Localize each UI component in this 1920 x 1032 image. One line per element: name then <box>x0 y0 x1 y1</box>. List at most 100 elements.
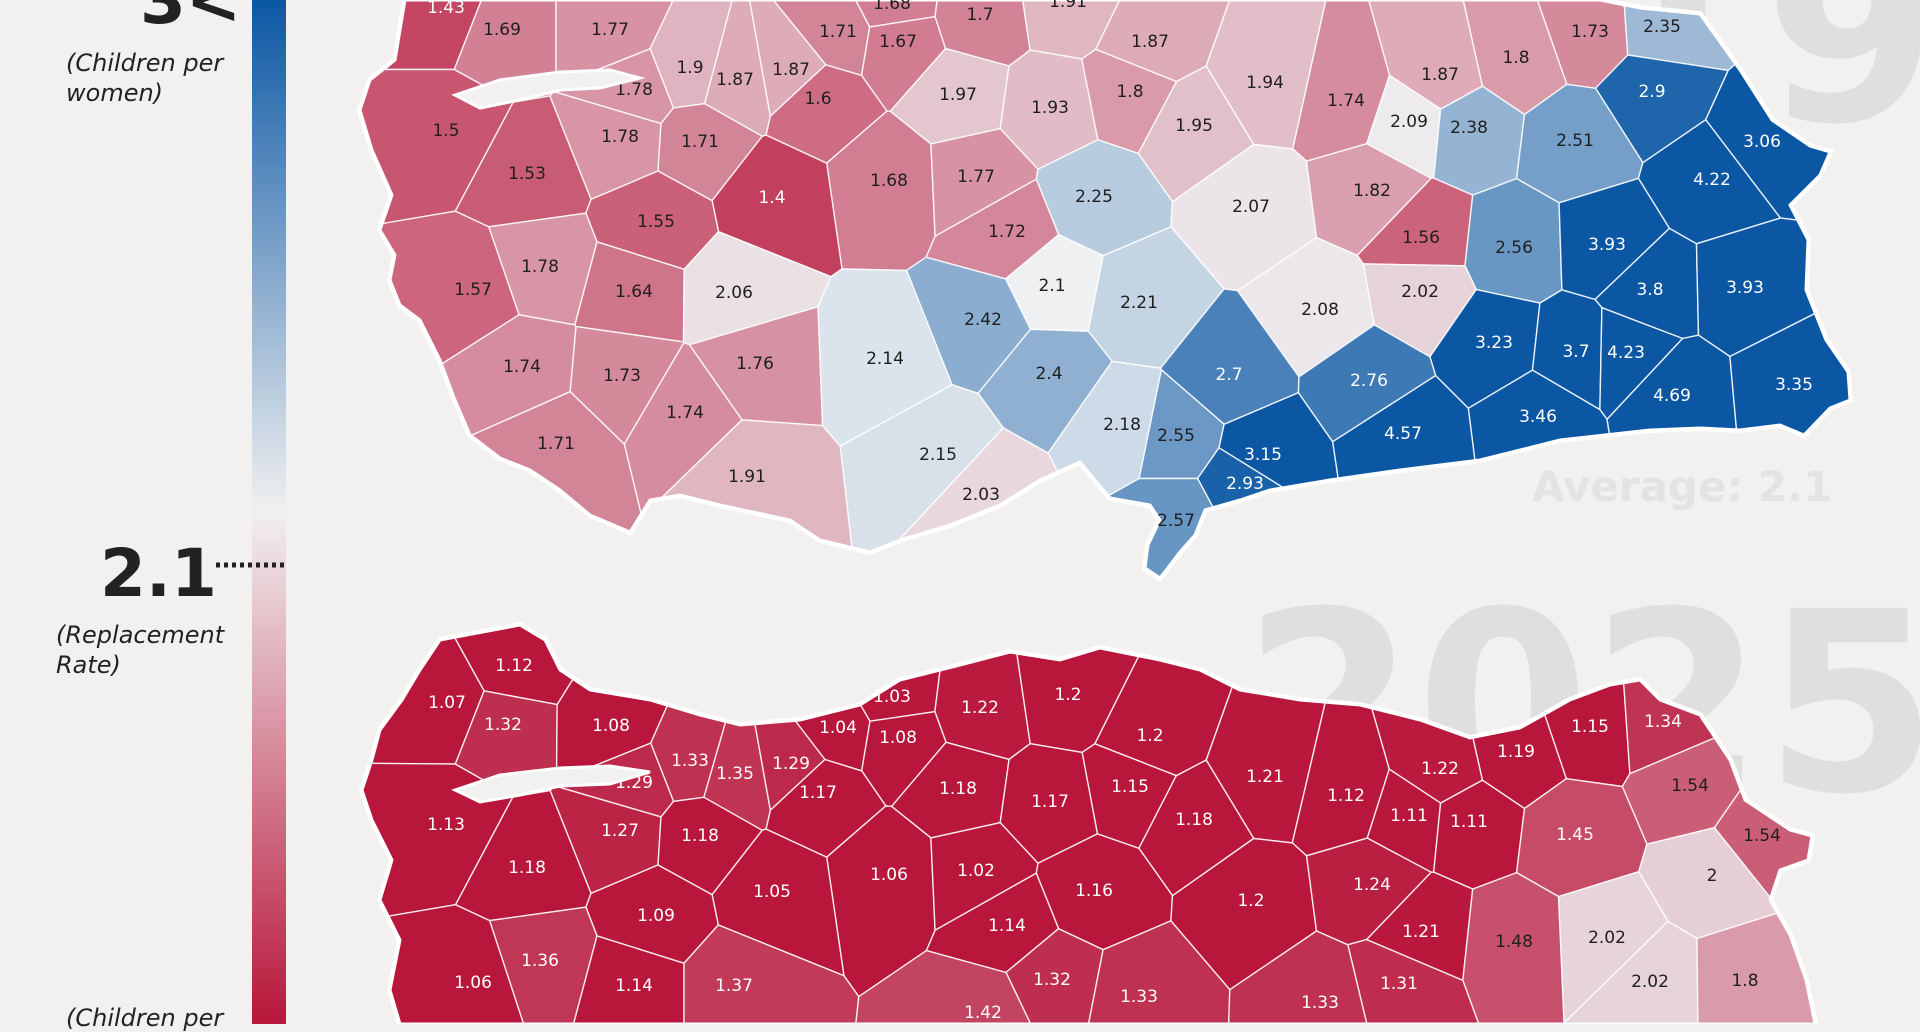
legend-color-bar <box>252 0 286 1024</box>
map-2025-province-value-label: 1.06 <box>454 973 492 993</box>
map-2025-province-value-label: 1.07 <box>428 693 466 713</box>
map-2025-province-value-label: 1.22 <box>961 698 999 718</box>
map-2025-province-value-label: 1.45 <box>1556 825 1594 845</box>
map-2019-province-value-label: 4.57 <box>1384 424 1422 444</box>
map-2025-province-value-label: 1.17 <box>1031 792 1069 812</box>
map-2025-province-value-label: 1.54 <box>1743 826 1781 846</box>
map-2025-province-value-label: 1.18 <box>939 779 977 799</box>
map-2025-province-value-label: 1.32 <box>484 715 522 735</box>
map-2019-province-value-label: 1.73 <box>1571 22 1609 42</box>
map-2025-province-cell <box>1346 938 1486 1024</box>
map-2019-province-value-label: 1.68 <box>870 171 908 191</box>
map-2025-province-value-label: 1.37 <box>715 976 753 996</box>
map-2025-province-value-label: 1.15 <box>1571 717 1609 737</box>
map-2019-province-value-label: 1.7 <box>966 5 993 25</box>
map-2019-province-value-label: 2.7 <box>1215 365 1242 385</box>
map-2019-province-value-label: 2.38 <box>1450 118 1488 138</box>
map-2019-province-value-label: 2.21 <box>1120 293 1158 313</box>
map-2025-province-value-label: 1.48 <box>1495 932 1533 952</box>
map-2019-province-value-label: 1.5 <box>432 121 459 141</box>
legend-replacement-value: 2.1 <box>100 535 217 612</box>
map-2025-province-value-label: 2.02 <box>1588 928 1626 948</box>
map-2025-province-value-label: 1.42 <box>964 1003 1002 1023</box>
map-2025-province-value-label: 1.12 <box>495 656 533 676</box>
map-2025-province-value-label: 1.27 <box>601 821 639 841</box>
map-2025-province-value-label: 1.14 <box>988 916 1026 936</box>
map-2019-province-value-label: 1.76 <box>736 354 774 374</box>
map-2025-province-value-label: 1.18 <box>681 826 719 846</box>
map-2025-province-value-label: 1.22 <box>1421 759 1459 779</box>
map-2025-province-value-label: 1.15 <box>1111 777 1149 797</box>
map-2019-province-value-label: 1.71 <box>681 132 719 152</box>
map-2019-province-value-label: 2.51 <box>1556 131 1594 151</box>
map-2025-province-value-label: 1.08 <box>879 728 917 748</box>
map-2019-province-value-label: 4.23 <box>1607 343 1645 363</box>
turkey-border-2025 <box>360 623 1817 1024</box>
map-2019-province-value-label: 2.55 <box>1157 426 1195 446</box>
map-2019-province-value-label: 2.42 <box>964 310 1002 330</box>
map-2019-province-value-label: 3.7 <box>1562 342 1589 362</box>
map-2025-province-value-label: 2 <box>1707 866 1718 886</box>
map-2019-province-value-label: 2.07 <box>1232 197 1270 217</box>
map-2019-province-value-label: 1.77 <box>957 167 995 187</box>
map-2025-province-value-label: 1.11 <box>1450 812 1488 832</box>
map-2019-province-value-label: 2.08 <box>1301 300 1339 320</box>
map-2019-province-value-label: 3.35 <box>1775 375 1813 395</box>
map-2025-province-value-label: 1.05 <box>753 882 791 902</box>
map-2025-province-value-label: 1.02 <box>957 861 995 881</box>
map-2019-province-value-label: 1.78 <box>615 80 653 100</box>
map-2019-province-value-label: 2.56 <box>1495 238 1533 258</box>
map-2025-province-value-label: 1.11 <box>1390 806 1428 826</box>
map-2019-province-value-label: 1.55 <box>637 212 675 232</box>
map-2025-province-value-label: 1.14 <box>615 976 653 996</box>
map-2019-province-value-label: 1.56 <box>1402 228 1440 248</box>
map-2019-province-value-label: 1.4 <box>758 188 785 208</box>
map-2019-province-value-label: 3.06 <box>1743 132 1781 152</box>
map-2019-province-value-label: 2.18 <box>1103 415 1141 435</box>
map-2019-province-value-label: 1.57 <box>454 280 492 300</box>
map-2025-province-value-label: 1.31 <box>1380 974 1418 994</box>
map-2025-province-value-label: 1.2 <box>1054 685 1081 705</box>
map-2025-province-value-label: 1.21 <box>1246 767 1284 787</box>
map-2025-province-value-label: 1.19 <box>1497 742 1535 762</box>
map-2019-province-value-label: 1.82 <box>1353 181 1391 201</box>
map-2019-province-value-label: 1.78 <box>601 127 639 147</box>
map-2025-province-value-label: 1.03 <box>873 687 911 707</box>
map-2019-province-value-label: 1.87 <box>1131 32 1169 52</box>
map-2025-province-value-label: 1.12 <box>1327 786 1365 806</box>
map-2025-province-value-label: 1.04 <box>819 718 857 738</box>
map-2019-province-value-label: 1.78 <box>521 257 559 277</box>
map-2019-province-value-label: 1.71 <box>537 434 575 454</box>
map-2019-province-value-label: 1.8 <box>1502 48 1529 68</box>
map-2019-province-value-label: 1.43 <box>427 0 465 18</box>
map-2025-province-value-label: 1.18 <box>508 858 546 878</box>
map-2025-province-value-label: 1.08 <box>592 716 630 736</box>
map-2025-province-value-label: 1.8 <box>1731 971 1758 991</box>
map-2025-province-value-label: 1.16 <box>1075 881 1113 901</box>
average-label-2019: Average: 2.1 <box>1532 462 1833 511</box>
map-2025-province-value-label: 1.35 <box>716 764 754 784</box>
map-2019-province-value-label: 1.72 <box>988 222 1026 242</box>
map-2025-province-value-label: 1.36 <box>521 951 559 971</box>
map-2019-province-value-label: 3.8 <box>1636 280 1663 300</box>
map-2019-province-value-label: 2.03 <box>962 485 1000 505</box>
map-2025-province-value-label: 1.33 <box>671 751 709 771</box>
map-2025-province-cell <box>934 625 1031 761</box>
province-labels-2019: 1.43 1.69 1.77 1.71 1.68 1.67 1.7 1.91 1.87 1.73 2… <box>427 0 1813 531</box>
map-2025-province-value-label: 1.32 <box>1033 970 1071 990</box>
map-2019-province-value-label: 2.57 <box>1157 511 1195 531</box>
map-2019-province-value-label: 1.91 <box>728 467 766 487</box>
map-2019-province-value-label: 2.76 <box>1350 371 1388 391</box>
legend-top-value: 3< <box>140 0 242 39</box>
map-2019-province-value-label: 4.22 <box>1693 170 1731 190</box>
map-2025-province-value-label: 1.34 <box>1644 712 1682 732</box>
map-2019-province-value-label: 1.97 <box>939 85 977 105</box>
map-2019-province-value-label: 1.74 <box>1327 91 1365 111</box>
map-2019-province-value-label: 1.87 <box>716 70 754 90</box>
map-2019-province-value-label: 2.02 <box>1401 282 1439 302</box>
map-2019-province-value-label: 1.67 <box>879 32 917 52</box>
map-2019-province-value-label: 1.74 <box>666 403 704 423</box>
map-2025-province-value-label: 1.24 <box>1353 875 1391 895</box>
map-2019-province-value-label: 2.06 <box>715 283 753 303</box>
